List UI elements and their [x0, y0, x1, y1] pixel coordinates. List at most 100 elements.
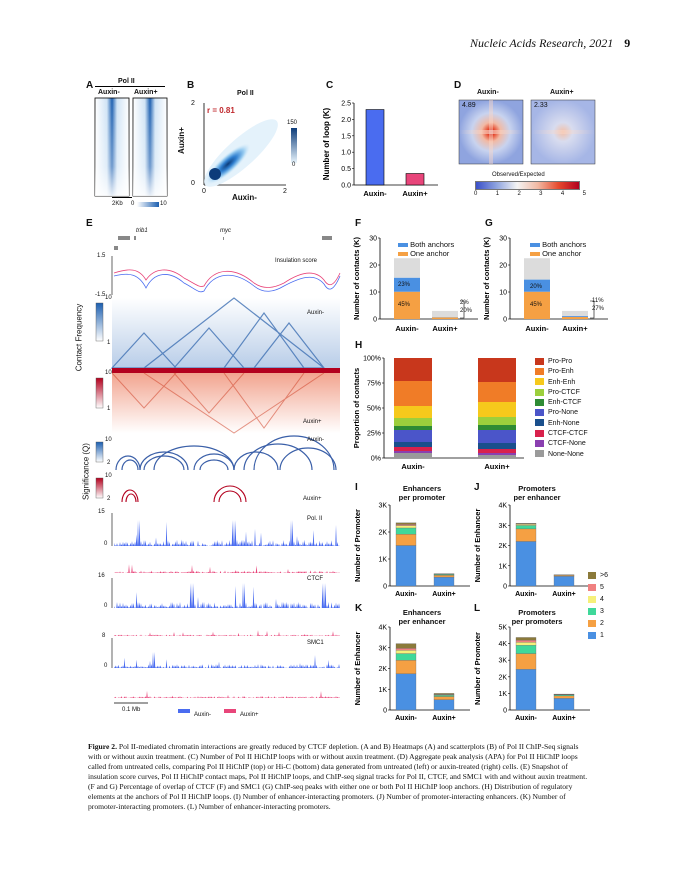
track-polii-max: 15 — [98, 509, 105, 515]
bar-segment — [395, 650, 417, 654]
legend-both: Both anchors — [542, 240, 587, 249]
panel-b-x-tick-left: 0 — [202, 188, 206, 195]
bar-segment — [395, 534, 417, 546]
panel-b-x-tick-right: 2 — [283, 188, 287, 195]
panel-j-letter: J — [474, 482, 480, 493]
legend-item: Enh-None — [535, 419, 588, 429]
bar-segment — [515, 653, 537, 670]
cbar-tick: 5 — [582, 191, 586, 197]
bar-segment — [432, 317, 458, 319]
bar-segment — [553, 576, 575, 587]
bar-segment — [524, 279, 550, 292]
panel-k-title: Enhancers per enhancer — [392, 608, 452, 626]
x-tick-label: Auxin+ — [432, 715, 456, 722]
panel-i-letter: I — [355, 482, 358, 493]
panel-a-title: Pol II — [118, 78, 135, 85]
track-smc1-max: 8 — [102, 633, 106, 639]
legend-item: 5 — [588, 582, 608, 594]
insulation-top: 1.5 — [97, 253, 106, 259]
freq-top: 10 — [105, 295, 112, 301]
legend-item: >6 — [588, 570, 608, 582]
bar-segment — [515, 642, 537, 646]
panel-l-chart: 0 1K 2K 3K 4K 5K Number of Promoter Auxin- Auxin… — [473, 625, 590, 722]
track-smc1-name: SMC1 — [307, 640, 324, 646]
panel-g-letter: G — [485, 218, 493, 229]
bar-segment — [395, 643, 417, 649]
legend-label: Enh-CTCF — [548, 399, 582, 407]
y-tick-label: 4K — [498, 503, 507, 510]
y-tick-label: 100% — [363, 356, 381, 363]
panel-d-letter: D — [454, 80, 462, 91]
insulation-label: Insulation score — [275, 258, 318, 264]
bar-segment — [478, 358, 516, 382]
bar-segment — [515, 524, 537, 526]
legend-item: 2 — [588, 618, 608, 630]
panel-l-title-1: Promoters — [518, 608, 556, 617]
y-tick-label: 75% — [367, 381, 381, 388]
panel-d-apa — [458, 99, 596, 165]
panel-a-col-minus: Auxin- — [98, 89, 120, 96]
legend-one: One anchor — [542, 249, 582, 258]
panel-g-pct-one: 45% — [530, 302, 543, 308]
bar-segment — [562, 316, 588, 319]
legend-item: Pro-CTCF — [535, 388, 588, 398]
y-tick-label: 2K — [378, 530, 387, 537]
bar-segment — [478, 425, 516, 430]
bar-segment — [394, 277, 420, 292]
bar-segment — [394, 430, 432, 442]
panel-f-chart: 0 10 20 30 Number of contacts (K) Auxin- Auxin… — [352, 236, 478, 333]
cbar-tick: 0 — [474, 191, 478, 197]
panel-f-letter: F — [355, 218, 362, 229]
panel-l-letter: L — [474, 603, 481, 614]
y-tick-label: 20 — [369, 263, 377, 270]
x-tick-label: Auxin+ — [402, 189, 428, 198]
x-tick-label: Auxin- — [515, 715, 537, 722]
panel-k-chart: 0 1K 2K 3K 4K Number of Enhancer Auxin- Auxin+ — [353, 625, 470, 722]
x-tick-label: Auxin+ — [432, 591, 456, 598]
y-tick-label: 30 — [369, 236, 377, 243]
y-axis-title: Number of contacts (K) — [482, 237, 491, 320]
loops-auxin-minus: Auxin- — [307, 437, 325, 443]
bar-segment — [395, 524, 417, 526]
y-tick-label: 1K — [498, 691, 507, 698]
panel-e-tracks — [95, 236, 341, 713]
track-polii-min: 0 — [104, 541, 108, 547]
panel-a-colorbar — [137, 202, 159, 207]
swatch-both — [398, 243, 408, 248]
bar-segment — [394, 447, 432, 451]
panel-b-title: Pol II — [237, 90, 254, 97]
bar-segment — [433, 695, 455, 697]
panel-h-chart: 0% 25% 50% 75% 100%Proportion of contacts Aux… — [352, 356, 524, 471]
bar-segment — [478, 417, 516, 425]
panel-b-letter: B — [187, 80, 195, 91]
panel-a-scale-label: 2Kb — [112, 201, 123, 207]
panel-f-legend: Both anchors One anchor — [398, 240, 454, 258]
bar-segment — [524, 258, 550, 280]
bar-segment — [395, 648, 417, 651]
panel-d-col-minus: Auxin- — [477, 89, 499, 96]
sig-top: 10 — [105, 437, 112, 443]
x-tick-label: Auxin+ — [562, 324, 588, 333]
y-tick-label: 0 — [383, 708, 387, 715]
y-tick-label: 3K — [498, 523, 507, 530]
freq-top-2: 10 — [105, 370, 112, 376]
panel-b-r-value: r = 0.81 — [207, 106, 235, 115]
x-tick-label: Auxin- — [363, 189, 387, 198]
legend-swatch — [535, 357, 544, 365]
panel-b-ylabel: Auxin+ — [176, 127, 186, 154]
figure-caption: Figure 2. Pol II-mediated chromatin inte… — [88, 742, 593, 812]
y-tick-label: 10 — [499, 290, 507, 297]
legend-item: 3 — [588, 606, 608, 618]
panel-j-title-1: Promoters — [518, 484, 556, 493]
legend-label: CTCF-None — [548, 440, 586, 448]
y-tick-label: 3K — [498, 658, 507, 665]
legend-both: Both anchors — [410, 240, 455, 249]
x-tick-label: Auxin- — [395, 715, 417, 722]
cbar-tick: 2 — [517, 191, 521, 197]
panel-i-title-2: per promoter — [398, 493, 446, 502]
panel-a-col-plus: Auxin+ — [134, 89, 158, 96]
caption-label: Figure 2. — [88, 742, 117, 751]
panel-b-y-tick-bottom: 0 — [191, 180, 195, 187]
legend-item: None-None — [535, 450, 588, 460]
hic-auxin-minus: Auxin- — [307, 310, 325, 316]
